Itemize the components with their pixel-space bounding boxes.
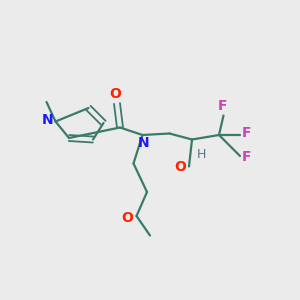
Text: N: N bbox=[41, 113, 53, 127]
Text: H: H bbox=[197, 148, 206, 161]
Text: N: N bbox=[138, 136, 149, 150]
Text: O: O bbox=[110, 87, 122, 100]
Text: F: F bbox=[242, 127, 251, 140]
Text: F: F bbox=[218, 99, 227, 113]
Text: O: O bbox=[121, 211, 133, 224]
Text: F: F bbox=[242, 150, 251, 164]
Text: O: O bbox=[175, 160, 187, 174]
